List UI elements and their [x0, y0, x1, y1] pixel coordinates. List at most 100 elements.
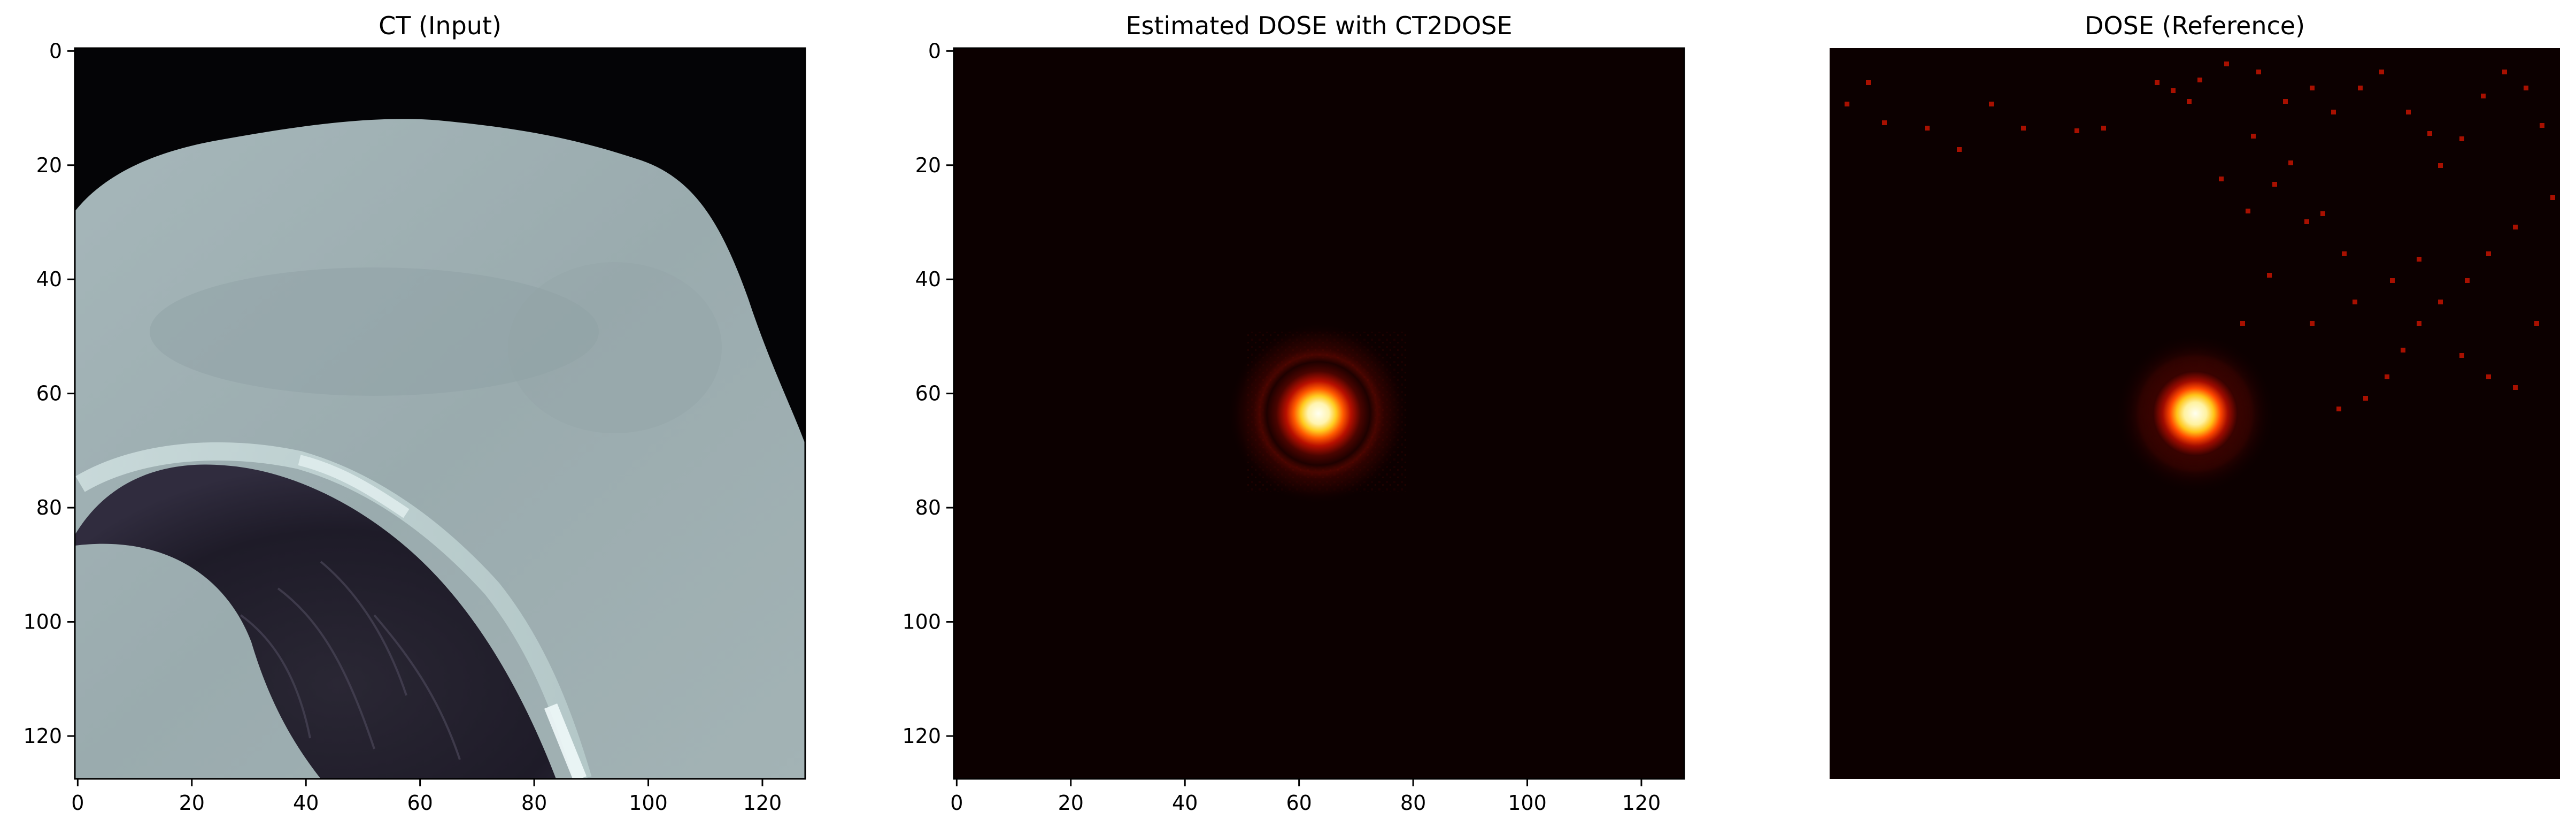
- estimated-x-ticks: 0 20 40 60 80 100 120: [950, 779, 1661, 815]
- estimated-y-tick-label: 20: [915, 154, 941, 177]
- ct-muscle-shade: [508, 262, 722, 433]
- estimated-x-tick-label: 40: [1172, 791, 1198, 815]
- reference-dose-speckle: [2459, 136, 2464, 141]
- reference-dose-speckle: [2427, 131, 2432, 136]
- ct-image: [75, 48, 805, 779]
- reference-dose-speckle: [2197, 78, 2202, 82]
- reference-dose-speckle: [2155, 80, 2159, 85]
- reference-dose-speckle: [2353, 300, 2357, 304]
- ct-y-tick-label: 60: [36, 382, 62, 405]
- reference-dose-speckle: [2240, 321, 2245, 326]
- panel-reference-title: DOSE (Reference): [2085, 11, 2305, 40]
- ct-x-tick-label: 40: [293, 791, 319, 815]
- estimated-x-tick-label: 60: [1286, 791, 1312, 815]
- reference-dose-speckle: [2267, 273, 2272, 278]
- estimated-x-tick-label: 0: [950, 791, 963, 815]
- panel-ct-title: CT (Input): [379, 11, 502, 40]
- ct-x-tick-label: 0: [71, 791, 84, 815]
- ct-y-tick-label: 80: [36, 496, 62, 519]
- reference-dose-speckle: [2219, 177, 2224, 181]
- estimated-x-tick-label: 120: [1622, 791, 1661, 815]
- estimated-y-tick-label: 0: [928, 39, 941, 63]
- reference-dose-speckle: [2486, 251, 2491, 256]
- reference-dose-speckle: [2534, 321, 2539, 326]
- ct-rib-highlight: [298, 455, 410, 518]
- reference-dose-speckle: [2459, 353, 2464, 358]
- estimated-x-tick-label: 100: [1508, 791, 1547, 815]
- reference-dose-speckle: [2021, 126, 2026, 131]
- panel-estimated-title: Estimated DOSE with CT2DOSE: [1125, 11, 1512, 40]
- reference-dose-speckle: [1882, 120, 1887, 125]
- ct-x-ticks: 0 20 40 60 80 100 120: [71, 779, 782, 815]
- reference-dose-speckle: [2331, 110, 2336, 114]
- reference-dose-speckle: [2524, 86, 2528, 90]
- reference-dose-spot: [2139, 357, 2251, 470]
- panel-reference: DOSE (Reference): [1830, 11, 2560, 779]
- reference-dose-speckle: [1957, 147, 1962, 152]
- reference-dose-speckle: [2336, 407, 2341, 411]
- ct-x-tick-label: 80: [521, 791, 547, 815]
- ct-muscle-shade: [150, 267, 599, 396]
- reference-dose-speckle: [1925, 126, 1930, 131]
- ct-y-tick-label: 40: [36, 267, 62, 291]
- estimated-dose-spot: [1260, 355, 1377, 472]
- reference-dose-speckle: [2502, 70, 2507, 74]
- reference-dose-speckle: [1866, 80, 1871, 85]
- estimated-x-tick-label: 80: [1400, 791, 1426, 815]
- reference-dose-speckle: [2390, 278, 2395, 283]
- estimated-x-tick-label: 20: [1058, 791, 1084, 815]
- reference-dose-speckle: [2438, 300, 2443, 304]
- reference-dose-speckle: [2256, 70, 2261, 74]
- reference-dose-speckle: [2246, 209, 2250, 213]
- reference-dose-speckle: [2385, 374, 2389, 379]
- ct-y-ticks: 0 20 40 60 80 100 120: [23, 39, 75, 748]
- ct-lung: [75, 464, 556, 779]
- ct-x-tick-label: 100: [629, 791, 668, 815]
- reference-dose-speckle: [2074, 128, 2079, 133]
- reference-dose-speckle: [2342, 251, 2347, 256]
- reference-dose-speckle: [2540, 123, 2544, 128]
- estimated-y-tick-label: 80: [915, 496, 941, 519]
- reference-dose-speckle: [1989, 102, 1994, 106]
- ct-lung-vessels: [240, 561, 461, 760]
- estimated-axes-frame: [953, 47, 1685, 780]
- estimated-y-tick-label: 60: [915, 382, 941, 405]
- reference-dose-speckle: [2406, 110, 2411, 114]
- reference-dose-speckle: [2486, 374, 2491, 379]
- reference-dose-speckle: [2513, 225, 2518, 229]
- reference-dose-speckles: [1845, 62, 2555, 411]
- reference-dose-speckle: [2288, 160, 2293, 165]
- reference-dose-speckle: [2358, 86, 2363, 90]
- ct-x-tick-label: 20: [179, 791, 205, 815]
- reference-dose-speckle: [2304, 219, 2309, 224]
- estimated-y-ticks: 0 20 40 60 80 100 120: [902, 39, 954, 748]
- reference-dose-speckle: [2187, 99, 2192, 104]
- reference-dose-speckle: [2171, 88, 2176, 93]
- reference-dose-speckle: [2251, 134, 2256, 139]
- estimated-y-tick-label: 100: [902, 610, 941, 634]
- reference-dose-speckle: [2438, 163, 2443, 168]
- reference-dose-speckle: [2310, 321, 2315, 326]
- panel-estimated: Estimated DOSE with CT2DOSE 0 20 40 60 80 100…: [902, 11, 1685, 815]
- ct-rib-highlight: [544, 703, 587, 779]
- ct-axes-frame: [74, 47, 806, 780]
- reference-dose-speckle: [2283, 99, 2288, 104]
- reference-dose-speckle: [2481, 94, 2486, 98]
- ct-y-tick-label: 120: [23, 724, 62, 748]
- reference-dose-speckle: [2363, 396, 2368, 401]
- reference-dose-speckle: [2310, 86, 2315, 90]
- reference-dose-speckle: [2101, 126, 2106, 131]
- ct-x-tick-label: 120: [743, 791, 782, 815]
- reference-dose-speckle: [2379, 70, 2384, 74]
- reference-dose-speckle: [2465, 278, 2470, 283]
- reference-dose-speckle: [1845, 102, 1849, 106]
- reference-dose-speckle: [2550, 195, 2555, 200]
- reference-dose-speckle: [2320, 211, 2325, 216]
- reference-dose-speckle: [2272, 182, 2277, 187]
- reference-dose-image: [1830, 48, 2560, 779]
- ct-y-tick-label: 100: [23, 610, 62, 634]
- reference-dose-speckle: [2417, 257, 2421, 262]
- reference-dose-speckle: [2417, 321, 2421, 326]
